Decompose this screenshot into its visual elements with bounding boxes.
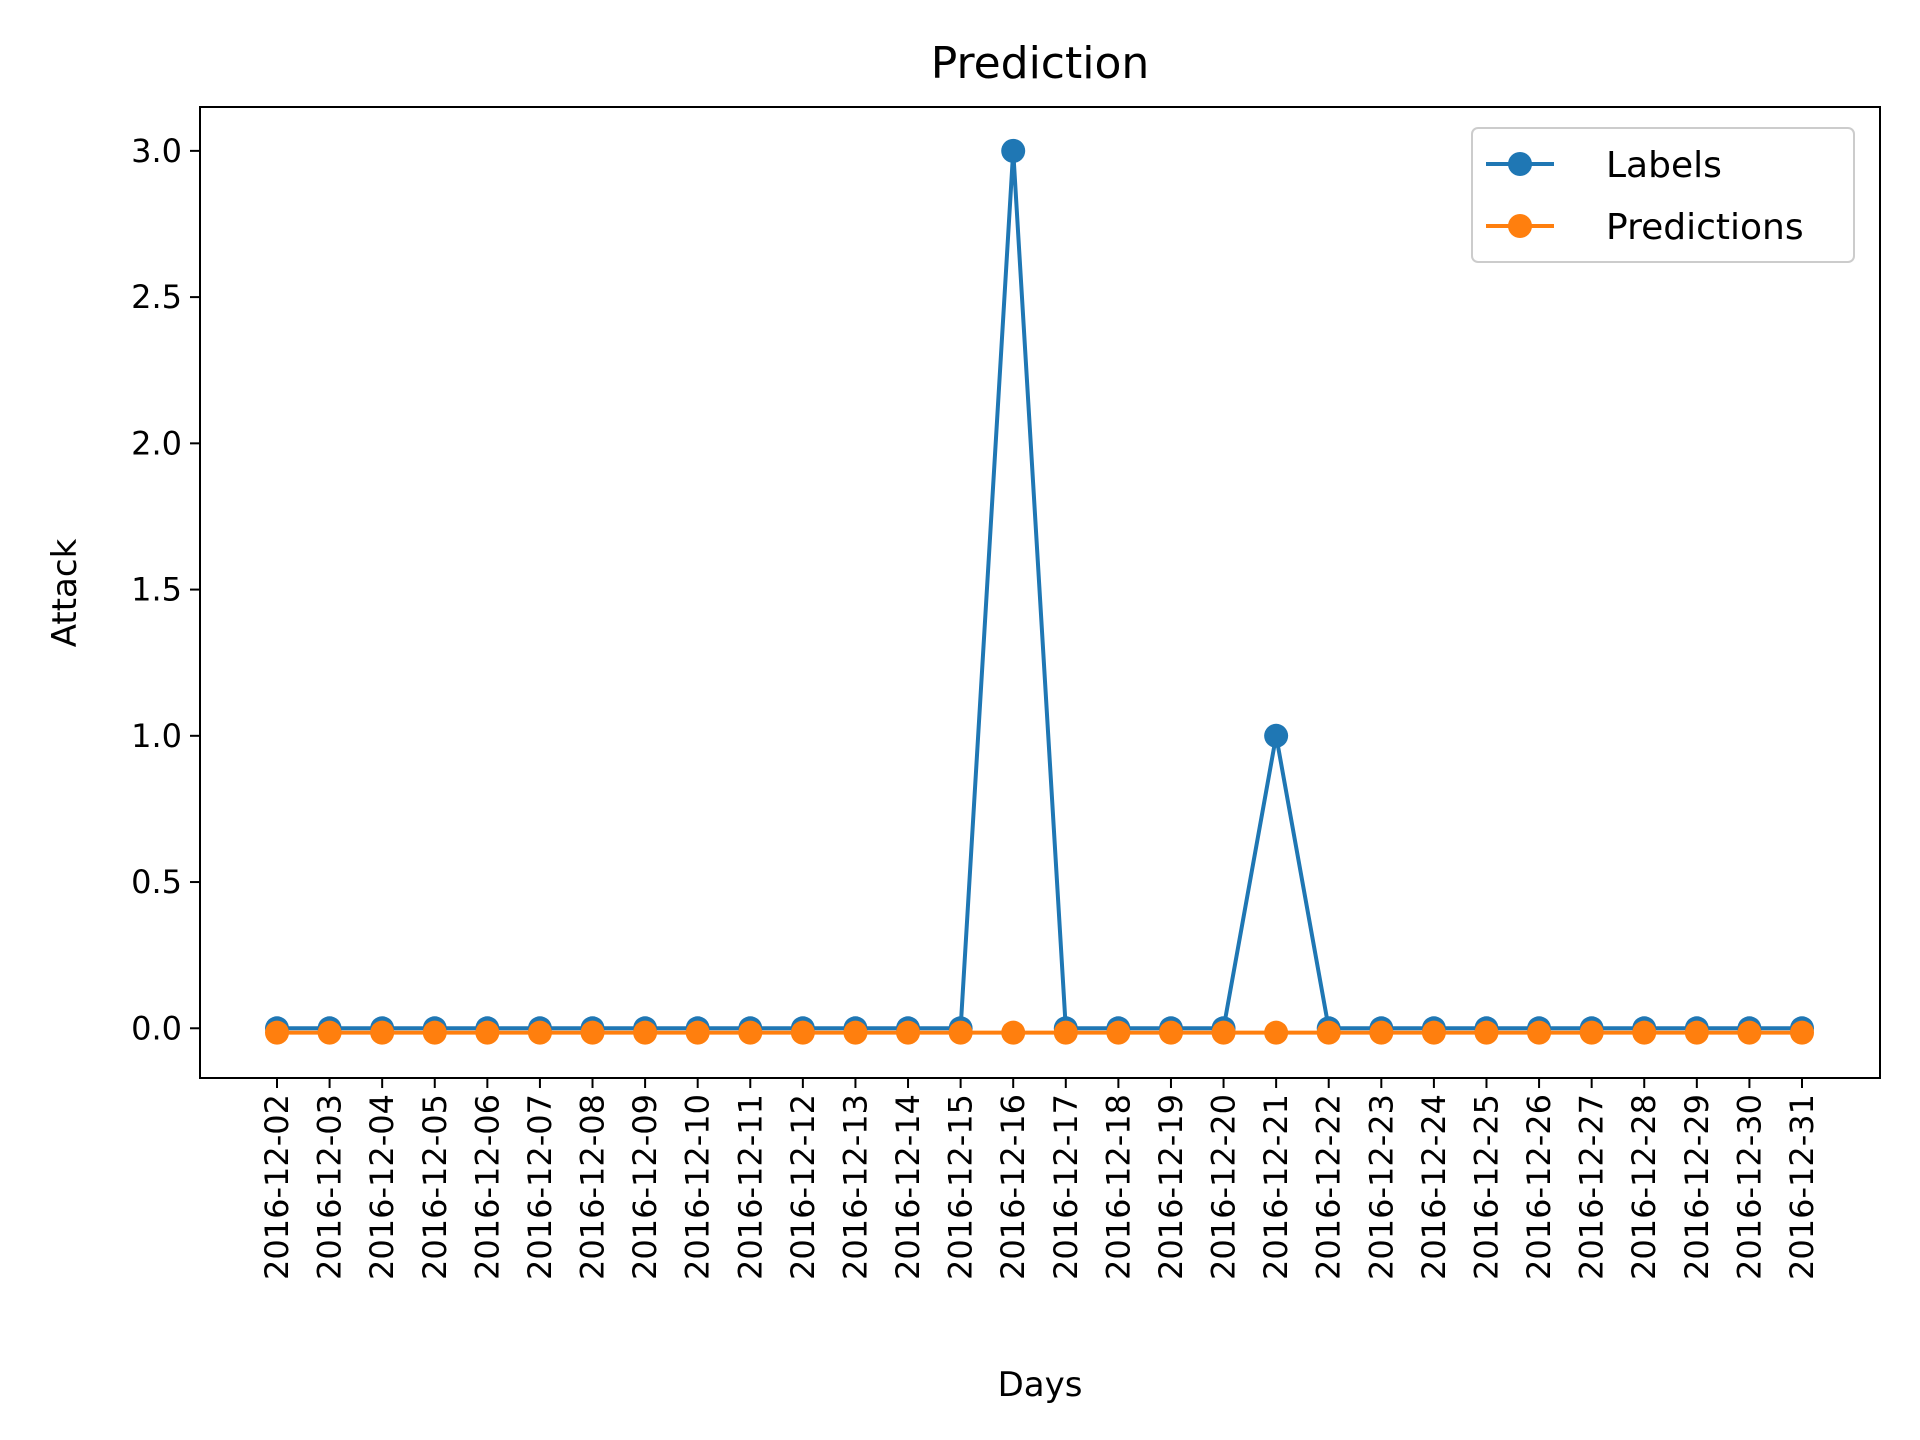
data-point-predictions	[1211, 1020, 1236, 1045]
x-tick-label: 2016-12-26	[1520, 1094, 1558, 1280]
y-tick-label: 2.0	[131, 424, 182, 462]
data-point-predictions	[422, 1020, 447, 1045]
plot-area	[265, 138, 1814, 1045]
x-tick-label: 2016-12-25	[1467, 1094, 1505, 1280]
x-tick-label: 2016-12-19	[1152, 1094, 1190, 1280]
legend-marker-predictions	[1508, 214, 1532, 238]
data-point-labels	[1001, 138, 1026, 163]
data-point-predictions	[948, 1020, 973, 1045]
x-tick-label: 2016-12-07	[521, 1094, 559, 1280]
data-point-predictions	[1421, 1020, 1446, 1045]
x-tick-label: 2016-12-02	[258, 1094, 296, 1280]
y-tick-label: 2.5	[131, 278, 182, 316]
x-tick-label: 2016-12-09	[626, 1094, 664, 1280]
x-tick-label: 2016-12-06	[468, 1094, 506, 1280]
x-tick-label: 2016-12-30	[1730, 1094, 1768, 1280]
data-point-predictions	[1158, 1020, 1183, 1045]
data-point-predictions	[580, 1020, 605, 1045]
x-tick-label: 2016-12-08	[574, 1094, 612, 1280]
x-tick-label: 2016-12-13	[836, 1094, 874, 1280]
x-tick-label: 2016-12-20	[1205, 1094, 1243, 1280]
legend: Labels Predictions	[1471, 127, 1855, 263]
x-tick-label: 2016-12-21	[1257, 1094, 1295, 1280]
data-point-predictions	[1001, 1020, 1026, 1045]
x-tick-label: 2016-12-22	[1310, 1094, 1348, 1280]
data-point-predictions	[1264, 1020, 1289, 1045]
x-tick-label: 2016-12-11	[731, 1094, 769, 1280]
y-axis-label: Attack	[45, 538, 85, 647]
x-tick-label: 2016-12-03	[311, 1094, 349, 1280]
data-point-predictions	[527, 1020, 552, 1045]
y-tick-label: 0.0	[131, 1009, 182, 1047]
data-point-predictions	[1527, 1020, 1552, 1045]
x-axis-label: Days	[998, 1365, 1083, 1405]
legend-marker-labels	[1508, 152, 1532, 176]
x-tick-label: 2016-12-27	[1573, 1094, 1611, 1280]
x-tick-label: 2016-12-14	[889, 1094, 927, 1280]
x-tick-label: 2016-12-12	[784, 1094, 822, 1280]
x-tick-label: 2016-12-31	[1783, 1094, 1821, 1280]
data-point-predictions	[790, 1020, 815, 1045]
legend-box	[1471, 127, 1855, 263]
data-point-predictions	[1632, 1020, 1657, 1045]
x-tick-label: 2016-12-18	[1099, 1094, 1137, 1280]
data-point-predictions	[265, 1020, 289, 1045]
data-point-predictions	[1316, 1020, 1341, 1045]
data-point-predictions	[896, 1020, 921, 1045]
y-tick-label: 0.5	[131, 863, 182, 901]
data-point-labels	[1264, 723, 1289, 748]
data-point-predictions	[317, 1020, 342, 1045]
data-point-predictions	[633, 1020, 658, 1045]
data-point-predictions	[843, 1020, 868, 1045]
x-tick-label: 2016-12-04	[363, 1094, 401, 1280]
data-point-predictions	[1790, 1020, 1814, 1045]
x-tick-label: 2016-12-15	[942, 1094, 980, 1280]
x-tick-label: 2016-12-29	[1678, 1094, 1716, 1280]
data-point-predictions	[1053, 1020, 1078, 1045]
series-line-labels	[277, 148, 1802, 1031]
legend-label-labels: Labels	[1606, 145, 1722, 186]
data-point-predictions	[475, 1020, 500, 1045]
x-tick-label: 2016-12-24	[1415, 1094, 1453, 1280]
x-tick-label: 2016-12-23	[1362, 1094, 1400, 1280]
data-point-predictions	[1369, 1020, 1394, 1045]
x-tick-label: 2016-12-17	[1047, 1094, 1085, 1280]
x-tick-label: 2016-12-10	[679, 1094, 717, 1280]
y-tick-label: 1.5	[131, 571, 182, 609]
data-point-predictions	[1737, 1020, 1762, 1045]
x-tick-label: 2016-12-28	[1625, 1094, 1663, 1280]
legend-label-predictions: Predictions	[1606, 207, 1804, 248]
y-tick-label: 1.0	[131, 717, 182, 755]
x-tick-label: 2016-12-05	[416, 1094, 454, 1280]
chart-title: Prediction	[931, 38, 1150, 89]
data-point-predictions	[1684, 1020, 1709, 1045]
data-point-predictions	[1106, 1020, 1131, 1045]
data-point-predictions	[1474, 1020, 1499, 1045]
data-point-predictions	[1579, 1020, 1604, 1045]
data-point-predictions	[370, 1020, 395, 1045]
x-tick-label: 2016-12-16	[994, 1094, 1032, 1280]
data-point-predictions	[685, 1020, 710, 1045]
y-tick-label: 3.0	[131, 132, 182, 170]
plot-frame	[199, 106, 1881, 1079]
data-point-predictions	[738, 1020, 763, 1045]
